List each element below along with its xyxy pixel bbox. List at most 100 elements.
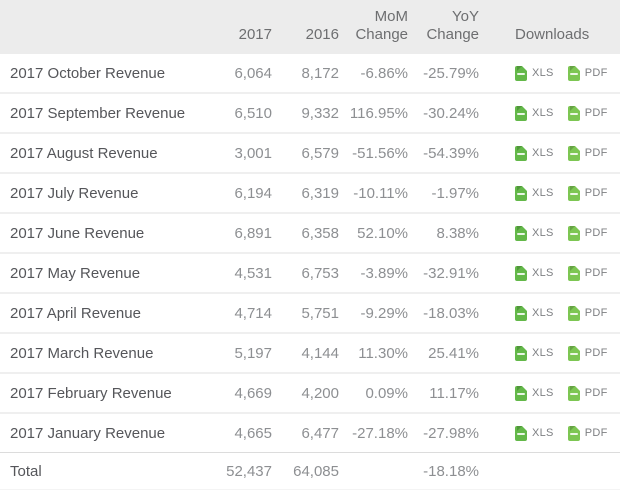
header-downloads: Downloads <box>515 26 590 44</box>
pdf-download-link[interactable]: PDF <box>567 105 608 121</box>
xls-download-link[interactable]: XLS <box>515 185 554 201</box>
pdf-download-label: PDF <box>584 187 608 199</box>
value-yoy: 11.17% <box>429 384 479 402</box>
value-2017: 4,669 <box>234 384 272 402</box>
pdf-file-icon <box>567 225 580 241</box>
pdf-file-icon <box>567 65 580 81</box>
pdf-file-icon <box>567 265 580 281</box>
value-mom: 116.95% <box>349 104 408 122</box>
value-2016: 4,144 <box>301 344 339 362</box>
value-yoy: -32.91% <box>423 264 479 282</box>
pdf-file-icon <box>567 425 580 441</box>
row-label: 2017 June Revenue <box>10 224 145 242</box>
value-yoy: -1.97% <box>431 184 479 202</box>
total-2016: 64,085 <box>293 462 339 480</box>
total-label: Total <box>10 462 42 480</box>
xls-file-icon <box>515 105 527 121</box>
table-total-row: Total 52,437 64,085 -18.18% <box>0 452 620 490</box>
total-2017: 52,437 <box>226 462 272 480</box>
xls-download-link[interactable]: XLS <box>515 305 554 321</box>
row-label: 2017 July Revenue <box>10 184 139 202</box>
header-2016: 2016 <box>305 26 339 44</box>
value-yoy: 8.38% <box>436 224 479 242</box>
pdf-download-label: PDF <box>584 267 608 279</box>
xls-file-icon <box>515 145 527 161</box>
xls-file-icon <box>515 345 527 361</box>
value-yoy: -25.79% <box>423 64 479 82</box>
value-mom: -10.11% <box>353 184 408 202</box>
table-row: 2017 January Revenue 4,665 6,477 -27.18%… <box>0 414 620 454</box>
xls-file-icon <box>515 185 527 201</box>
value-mom: -3.89% <box>360 264 408 282</box>
value-yoy: -27.98% <box>423 424 479 442</box>
value-2016: 5,751 <box>301 304 339 322</box>
row-label: 2017 September Revenue <box>10 104 186 122</box>
pdf-download-link[interactable]: PDF <box>567 385 608 401</box>
pdf-download-label: PDF <box>584 227 608 239</box>
value-yoy: -54.39% <box>423 144 479 162</box>
xls-download-label: XLS <box>532 347 554 359</box>
pdf-download-link[interactable]: PDF <box>567 345 608 361</box>
value-2017: 4,714 <box>234 304 272 322</box>
value-2016: 6,579 <box>301 144 339 162</box>
xls-download-link[interactable]: XLS <box>515 265 554 281</box>
value-2017: 6,064 <box>234 64 272 82</box>
xls-file-icon <box>515 225 527 241</box>
table-row: 2017 February Revenue 4,669 4,200 0.09% … <box>0 374 620 414</box>
value-2016: 8,172 <box>301 64 339 82</box>
xls-download-label: XLS <box>532 307 554 319</box>
value-mom: -51.56% <box>352 144 408 162</box>
xls-download-link[interactable]: XLS <box>515 385 554 401</box>
xls-download-label: XLS <box>532 427 554 439</box>
xls-download-label: XLS <box>532 147 554 159</box>
row-label: 2017 January Revenue <box>10 424 166 442</box>
pdf-download-link[interactable]: PDF <box>567 185 608 201</box>
xls-download-link[interactable]: XLS <box>515 65 554 81</box>
xls-download-link[interactable]: XLS <box>515 345 554 361</box>
value-mom: -27.18% <box>352 424 408 442</box>
row-label: 2017 March Revenue <box>10 344 154 362</box>
xls-file-icon <box>515 305 527 321</box>
xls-download-label: XLS <box>532 267 554 279</box>
xls-download-label: XLS <box>532 187 554 199</box>
xls-download-label: XLS <box>532 107 554 119</box>
row-label: 2017 February Revenue <box>10 384 172 402</box>
value-mom: 0.09% <box>365 384 408 402</box>
pdf-download-link[interactable]: PDF <box>567 305 608 321</box>
pdf-download-link[interactable]: PDF <box>567 145 608 161</box>
pdf-download-label: PDF <box>584 67 608 79</box>
value-2016: 4,200 <box>301 384 339 402</box>
xls-file-icon <box>515 265 527 281</box>
header-label-column <box>0 45 218 54</box>
pdf-download-label: PDF <box>584 107 608 119</box>
pdf-download-link[interactable]: PDF <box>567 225 608 241</box>
value-2017: 6,891 <box>234 224 272 242</box>
pdf-download-label: PDF <box>584 307 608 319</box>
total-yoy: -18.18% <box>423 462 479 480</box>
pdf-download-label: PDF <box>584 427 608 439</box>
xls-download-link[interactable]: XLS <box>515 145 554 161</box>
xls-download-link[interactable]: XLS <box>515 425 554 441</box>
table-row: 2017 September Revenue 6,510 9,332 116.9… <box>0 94 620 134</box>
xls-download-label: XLS <box>532 227 554 239</box>
value-2016: 6,477 <box>301 424 339 442</box>
table-row: 2017 May Revenue 4,531 6,753 -3.89% -32.… <box>0 254 620 294</box>
value-mom: 52.10% <box>357 224 408 242</box>
pdf-download-link[interactable]: PDF <box>567 65 608 81</box>
value-mom: 11.30% <box>358 344 408 362</box>
xls-download-link[interactable]: XLS <box>515 225 554 241</box>
table-header-row: 2017 2016 MoM Change YoY Change Download… <box>0 0 620 54</box>
pdf-download-label: PDF <box>584 347 608 359</box>
pdf-download-link[interactable]: PDF <box>567 425 608 441</box>
xls-file-icon <box>515 425 527 441</box>
row-label: 2017 October Revenue <box>10 64 166 82</box>
header-yoy-change: YoY Change <box>426 7 479 44</box>
xls-download-label: XLS <box>532 67 554 79</box>
value-mom: -9.29% <box>360 304 408 322</box>
xls-download-link[interactable]: XLS <box>515 105 554 121</box>
pdf-download-link[interactable]: PDF <box>567 265 608 281</box>
value-2016: 6,358 <box>301 224 339 242</box>
value-2017: 4,665 <box>234 424 272 442</box>
pdf-file-icon <box>567 185 580 201</box>
